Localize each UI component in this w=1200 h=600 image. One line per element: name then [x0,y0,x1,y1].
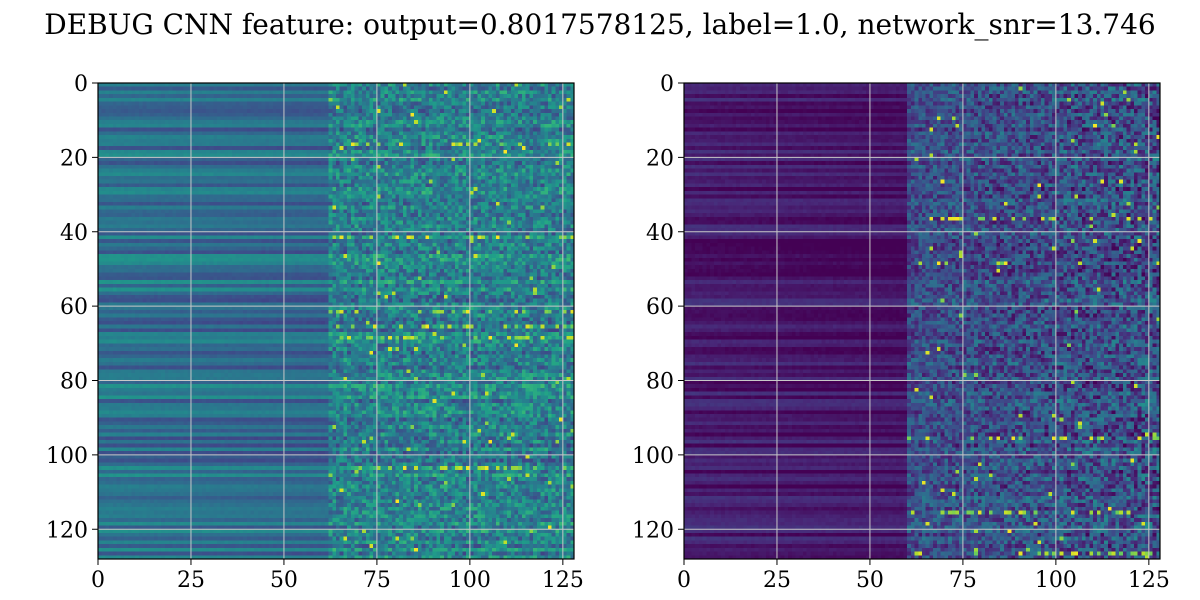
heatmap-raster [684,83,1160,559]
y-tick-label: 120 [632,518,674,543]
heatmap-panel-left: 0 25 50 75 100 125 0 20 40 60 80 100 120 [46,72,584,593]
y-tick-label: 100 [632,444,674,469]
y-tick-label: 100 [46,444,88,469]
y-tick-label: 80 [60,370,88,395]
x-tick-label: 75 [949,568,977,593]
chart-title: DEBUG CNN feature: output=0.8017578125, … [44,8,1156,41]
heatmap-raster [98,83,574,559]
y-tick-label: 40 [60,221,88,246]
y-tick-label: 120 [46,518,88,543]
x-tick-label: 100 [1035,568,1077,593]
x-tick-label: 50 [856,568,884,593]
x-tick-label: 100 [449,568,491,593]
axes-frame [683,82,1161,560]
y-tick-label: 80 [646,370,674,395]
x-tick-label: 75 [363,568,391,593]
x-tick-label: 25 [177,568,205,593]
y-tick-label: 60 [60,295,88,320]
x-tick-label: 125 [1128,568,1170,593]
x-tick-label: 125 [542,568,584,593]
y-tick-label: 20 [646,146,674,171]
y-tick-label: 0 [660,72,674,97]
x-tick-label: 0 [91,568,105,593]
y-tick-label: 40 [646,221,674,246]
heatmap-panel-right: 0 25 50 75 100 125 0 20 40 60 80 100 120 [632,72,1170,593]
axes-frame [97,82,575,560]
y-tick-label: 20 [60,146,88,171]
x-tick-label: 50 [270,568,298,593]
y-tick-label: 60 [646,295,674,320]
x-tick-label: 0 [677,568,691,593]
x-tick-label: 25 [763,568,791,593]
y-tick-label: 0 [74,72,88,97]
